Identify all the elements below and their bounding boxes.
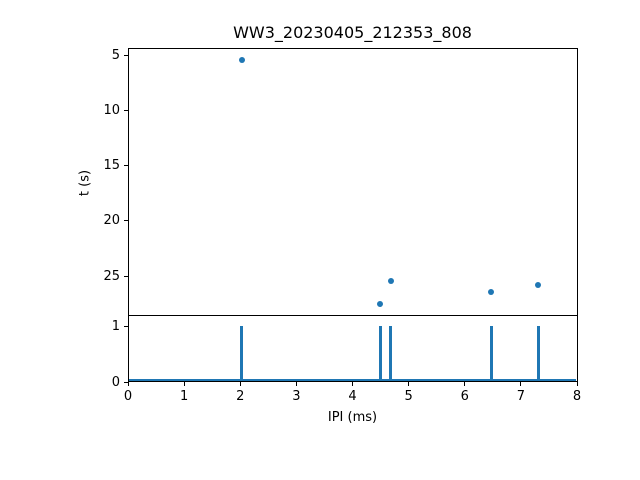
x-axis-label: IPI (ms) — [327, 410, 378, 425]
x-tick-mark — [183, 382, 185, 386]
x-tick-mark — [239, 382, 241, 386]
x-tick-label: 0 — [123, 389, 133, 404]
stem-bar — [378, 326, 382, 381]
y-tick-mark — [124, 109, 128, 111]
y-tick-label: 0 — [111, 374, 120, 390]
x-tick-label: 6 — [460, 389, 469, 404]
y-tick-mark — [124, 325, 128, 327]
y-tick-label: 20 — [103, 213, 120, 229]
y-tick-label: 15 — [103, 158, 120, 174]
scatter-point — [238, 56, 245, 63]
x-tick-label: 7 — [516, 389, 526, 404]
y-tick-mark — [124, 165, 128, 167]
x-tick-label: 1 — [179, 389, 189, 404]
x-tick-label: 5 — [404, 389, 413, 404]
scatter-point — [535, 282, 542, 289]
chart-title: WW3_20230405_212353_808 — [233, 23, 472, 42]
x-tick-label: 8 — [572, 389, 582, 404]
stem-bar — [489, 326, 493, 381]
x-tick-mark — [295, 382, 297, 386]
scatter-point — [488, 288, 495, 295]
stem-bar — [536, 326, 540, 381]
y-tick-mark — [124, 54, 128, 56]
x-tick-label: 4 — [348, 389, 357, 404]
y-axis-label: t (s) — [77, 169, 93, 197]
y-tick-mark — [124, 381, 128, 383]
x-tick-mark — [352, 382, 353, 386]
y-tick-label: 1 — [111, 318, 120, 334]
x-tick-mark — [520, 382, 522, 386]
x-tick-mark — [127, 382, 129, 386]
stem-bar — [240, 326, 244, 381]
scatter-plot-area — [128, 48, 578, 316]
y-tick-label: 10 — [103, 102, 120, 118]
x-tick-mark — [408, 382, 410, 386]
y-tick-mark — [124, 275, 128, 277]
x-tick-label: 2 — [236, 389, 245, 404]
x-tick-mark — [576, 382, 578, 386]
stem-bar — [389, 326, 393, 381]
x-tick-mark — [464, 382, 466, 386]
y-tick-label: 25 — [103, 268, 120, 284]
x-tick-label: 3 — [292, 389, 301, 404]
y-tick-mark — [124, 220, 128, 222]
y-tick-label: 5 — [111, 47, 120, 63]
scatter-point — [377, 300, 383, 307]
stem-baseline — [129, 379, 576, 381]
scatter-point — [387, 277, 394, 284]
stem-plot-area — [128, 316, 578, 382]
